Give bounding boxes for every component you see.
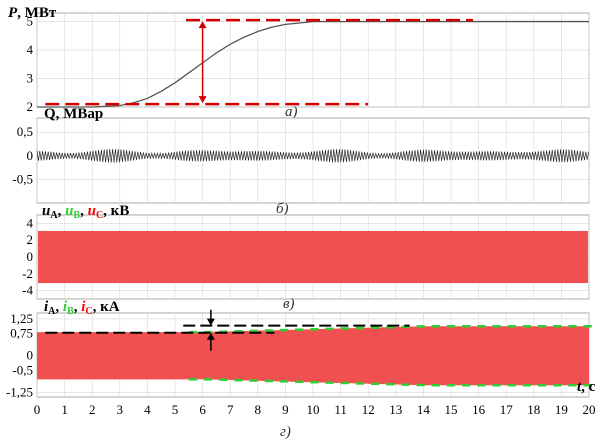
panel-reactive-power: 0,5 0 -0,5 Q, МВар б) — [12, 106, 590, 217]
y-tick-label: -1,25 — [6, 385, 33, 400]
current-band — [37, 326, 589, 386]
caption-b: б) — [276, 201, 289, 217]
x-tick-label: 13 — [389, 402, 402, 417]
caption-d: г) — [280, 424, 291, 439]
x-tick-label: 1 — [61, 402, 68, 417]
y-tick-label: 5 — [27, 14, 34, 29]
range-arrow-head-down — [198, 96, 207, 104]
y-tick-label: 4 — [27, 215, 34, 230]
panel-current-yticks: 1,250,75 0-0,5 -1,25 — [6, 311, 33, 400]
x-tick-label: 20 — [583, 402, 596, 417]
x-tick-label: 19 — [555, 402, 568, 417]
x-tick-label: 4 — [144, 402, 151, 417]
power-annotation — [45, 18, 474, 106]
x-tick-label: 10 — [307, 402, 320, 417]
x-tick-label: 7 — [227, 402, 234, 417]
y-tick-label: 3 — [27, 71, 34, 86]
x-tick-label: 8 — [255, 402, 262, 417]
reactive-power-signal — [36, 148, 589, 163]
y-tick-label: 2 — [27, 99, 34, 114]
x-tick-label: 16 — [472, 402, 486, 417]
range-arrow-head-up — [198, 21, 207, 29]
x-tick-label: 2 — [89, 402, 96, 417]
caption-c: в) — [283, 296, 295, 312]
y-tick-label: -4 — [22, 283, 33, 298]
current-annotation — [45, 309, 410, 351]
current-phase-b-peaks — [188, 325, 592, 387]
panel-current: 1,250,750-0,5-1,25 iA, iB, iC, кА г) — [6, 299, 592, 439]
voltage-legend: uA, uB, uC, кВ — [42, 203, 129, 221]
x-tick-label: 14 — [417, 402, 431, 417]
x-tick-label: 0 — [34, 402, 41, 417]
x-tick-label: 3 — [117, 402, 124, 417]
y-tick-label: 0,75 — [10, 326, 33, 341]
x-tick-label: 9 — [282, 402, 289, 417]
power-ylabel: P, МВт — [8, 5, 57, 21]
y-tick-label: 0 — [27, 348, 34, 363]
x-tick-label: 18 — [527, 402, 540, 417]
panel-voltage-yticks: 4 2 0 -2 -4 — [22, 215, 33, 297]
y-tick-label: 0 — [27, 249, 34, 264]
y-tick-label: 4 — [27, 42, 34, 57]
x-axis-ticks: 0 1 2 3 4 5 6 7 8 9 10 11 12 13 14 15 16 17 18 19 20 — [34, 402, 596, 417]
reactive-ylabel: Q, МВар — [44, 106, 103, 122]
voltage-band — [38, 230, 588, 284]
panel-power-yticks: 2 3 4 5 — [27, 14, 34, 114]
panel-reactive-yticks: 0,5 0 -0,5 — [12, 124, 33, 186]
current-legend: iA, iB, iC, кА — [44, 299, 120, 317]
x-tick-label: 11 — [334, 402, 347, 417]
x-tick-label: 12 — [362, 402, 375, 417]
panel-power: 2 3 4 5 P, МВт а) — [8, 5, 590, 120]
x-tick-label: 17 — [500, 402, 514, 417]
caption-a: а) — [285, 104, 298, 120]
panel-power-grid — [36, 13, 590, 108]
arrow-down-head — [206, 318, 215, 326]
y-tick-label: -0,5 — [12, 171, 33, 186]
y-tick-label: 2 — [27, 232, 34, 247]
x-tick-label: 5 — [172, 402, 179, 417]
y-tick-label: -0,5 — [12, 362, 33, 377]
x-axis-label: t, с — [577, 379, 596, 395]
panel-voltage: 4 2 0 -2 -4 uA, uB, uC, кВ в) — [22, 203, 590, 312]
y-tick-label: -2 — [22, 266, 33, 281]
y-tick-label: 0,5 — [17, 124, 33, 139]
arrow-up-head — [206, 332, 215, 340]
x-tick-label: 15 — [445, 402, 458, 417]
y-tick-label: 1,25 — [10, 311, 33, 326]
x-tick-label: 6 — [199, 402, 206, 417]
y-tick-label: 0 — [27, 148, 34, 163]
